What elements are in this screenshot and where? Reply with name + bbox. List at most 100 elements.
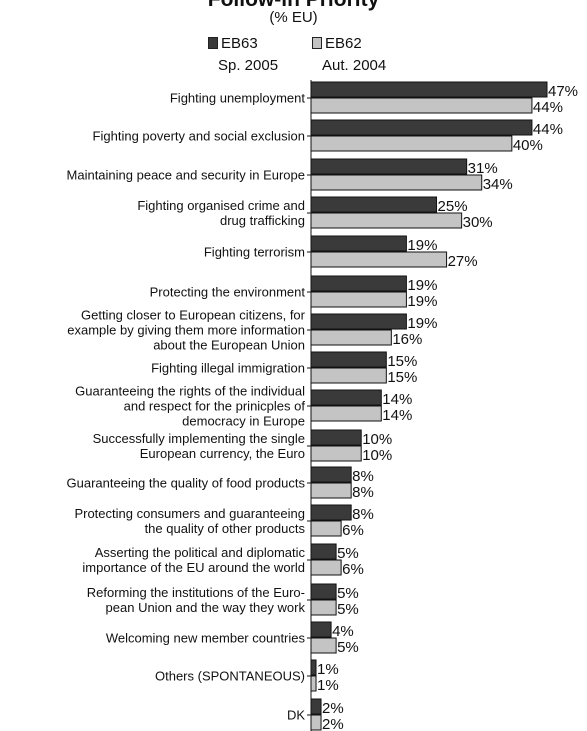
bar-eb62 <box>310 329 392 346</box>
value-label-eb63: 25% <box>438 198 468 215</box>
bar-eb63 <box>310 389 382 406</box>
bar-eb62 <box>310 520 342 537</box>
category-label: Fighting terrorism <box>204 245 305 260</box>
bar-eb63 <box>310 621 332 638</box>
bar-eb63 <box>310 158 468 175</box>
category-label: Getting closer to European citizens, for… <box>67 308 305 353</box>
category-label-line: Guaranteeing the quality of food product… <box>67 476 306 491</box>
value-label-eb62: 15% <box>387 369 417 386</box>
category-label: Guaranteeing the rights of the individua… <box>75 384 305 429</box>
value-label-eb63: 5% <box>337 545 359 562</box>
category-label-line: about the European Union <box>153 338 305 353</box>
category-label: Protecting the environment <box>150 285 306 300</box>
chart-title: Follow-in Priority <box>0 0 587 12</box>
bar-eb63 <box>310 504 352 521</box>
category-label-line: pean Union and the way they work <box>106 600 306 615</box>
value-label-eb62: 44% <box>533 99 563 116</box>
bar-eb62 <box>310 482 352 499</box>
value-label-eb62: 27% <box>448 253 478 270</box>
category-label-line: example by giving them more information <box>67 323 305 338</box>
category-label-line: democracy in Europe <box>182 414 305 429</box>
category-label-line: Welcoming new member countries <box>106 631 306 646</box>
value-label-eb62: 1% <box>317 677 339 694</box>
value-label-eb62: 40% <box>513 137 543 154</box>
bar-eb62 <box>310 212 463 229</box>
value-label-eb62: 16% <box>392 331 422 348</box>
category-label: Welcoming new member countries <box>106 631 306 646</box>
value-label-eb63: 31% <box>468 160 498 177</box>
value-label-eb63: 47% <box>548 83 578 100</box>
value-label-eb62: 6% <box>342 561 364 578</box>
value-label-eb62: 19% <box>407 293 437 310</box>
category-label: Fighting unemployment <box>170 91 306 106</box>
value-label-eb63: 14% <box>382 391 412 408</box>
value-label-eb62: 34% <box>483 176 513 193</box>
category-label-line: European currency, the Euro <box>140 446 305 461</box>
category-label-line: Maintaining peace and security in Europe <box>67 168 305 183</box>
category-label-line: Fighting illegal immigration <box>151 361 305 376</box>
bar-eb62 <box>310 405 382 422</box>
value-label-eb63: 4% <box>332 623 354 640</box>
category-label-line: Fighting terrorism <box>204 245 305 260</box>
value-label-eb63: 44% <box>533 121 563 138</box>
category-label-line: Fighting organised crime and <box>137 198 305 213</box>
value-label-eb63: 5% <box>337 585 359 602</box>
bar-eb62 <box>310 97 533 114</box>
category-label: Protecting consumers and guaranteeing the… <box>74 506 305 536</box>
value-label-eb62: 2% <box>322 716 344 731</box>
bar-eb62 <box>310 291 407 308</box>
category-label-line: DK <box>287 708 305 723</box>
value-label-eb62: 10% <box>362 447 392 464</box>
category-label-line: importance of the EU around the world <box>82 560 305 575</box>
legend-period-eb63: Sp. 2005 <box>218 57 279 74</box>
category-label-line: Guaranteeing the rights of the individua… <box>75 384 305 399</box>
legend-swatch-eb63 <box>208 37 218 49</box>
bar-eb63 <box>310 543 337 560</box>
value-label-eb62: 30% <box>463 214 493 231</box>
bar-eb63 <box>310 698 322 715</box>
bar-eb62 <box>310 637 337 654</box>
value-label-eb63: 1% <box>317 661 339 678</box>
bar-eb63 <box>310 275 407 292</box>
category-label-line: the quality of other products <box>145 521 306 536</box>
value-label-eb63: 15% <box>387 353 417 370</box>
category-label: Others (SPONTANEOUS) <box>155 669 305 684</box>
legend-item-eb63: EB63 Sp. 2005 <box>208 33 278 74</box>
legend-item-eb62: EB62 Aut. 2004 <box>312 33 386 74</box>
category-label-line: Successfully implementing the single <box>93 431 305 446</box>
legend-period-eb62: Aut. 2004 <box>322 57 387 74</box>
category-label: Guaranteeing the quality of food product… <box>67 476 306 491</box>
bar-eb62 <box>310 714 322 731</box>
bar-eb63 <box>310 659 317 676</box>
bar-eb63 <box>310 119 533 136</box>
category-label-line: Getting closer to European citizens, for <box>81 308 306 323</box>
value-label-eb62: 5% <box>337 601 359 618</box>
value-label-eb63: 19% <box>407 237 437 254</box>
bar-eb63 <box>310 196 438 213</box>
category-label: Fighting poverty and social exclusion <box>93 129 305 144</box>
category-label: Fighting illegal immigration <box>151 361 305 376</box>
category-label-line: Protecting consumers and guaranteeing <box>74 506 305 521</box>
value-label-eb63: 2% <box>322 700 344 717</box>
chart-subtitle: (% EU) <box>269 9 318 26</box>
category-label-line: drug trafficking <box>220 213 305 228</box>
category-label-line: Protecting the environment <box>150 285 306 300</box>
category-label: Maintaining peace and security in Europe <box>67 168 305 183</box>
bar-eb62 <box>310 367 387 384</box>
category-label-line: Reforming the institutions of the Euro- <box>87 585 305 600</box>
bar-eb62 <box>310 174 483 191</box>
bar-eb62 <box>310 251 448 268</box>
value-label-eb62: 14% <box>382 407 412 424</box>
bar-eb63 <box>310 313 407 330</box>
category-label-line: Fighting unemployment <box>170 91 306 106</box>
value-label-eb63: 19% <box>407 277 437 294</box>
bar-eb63 <box>310 235 407 252</box>
bar-eb63 <box>310 429 362 446</box>
category-label-line: and respect for the prinicples of <box>124 399 306 414</box>
value-label-eb62: 8% <box>352 484 374 501</box>
value-label-eb63: 10% <box>362 431 392 448</box>
value-label-eb62: 5% <box>337 639 359 656</box>
category-label: Fighting organised crime and drug traffic… <box>137 198 305 228</box>
bar-eb63 <box>310 81 548 98</box>
